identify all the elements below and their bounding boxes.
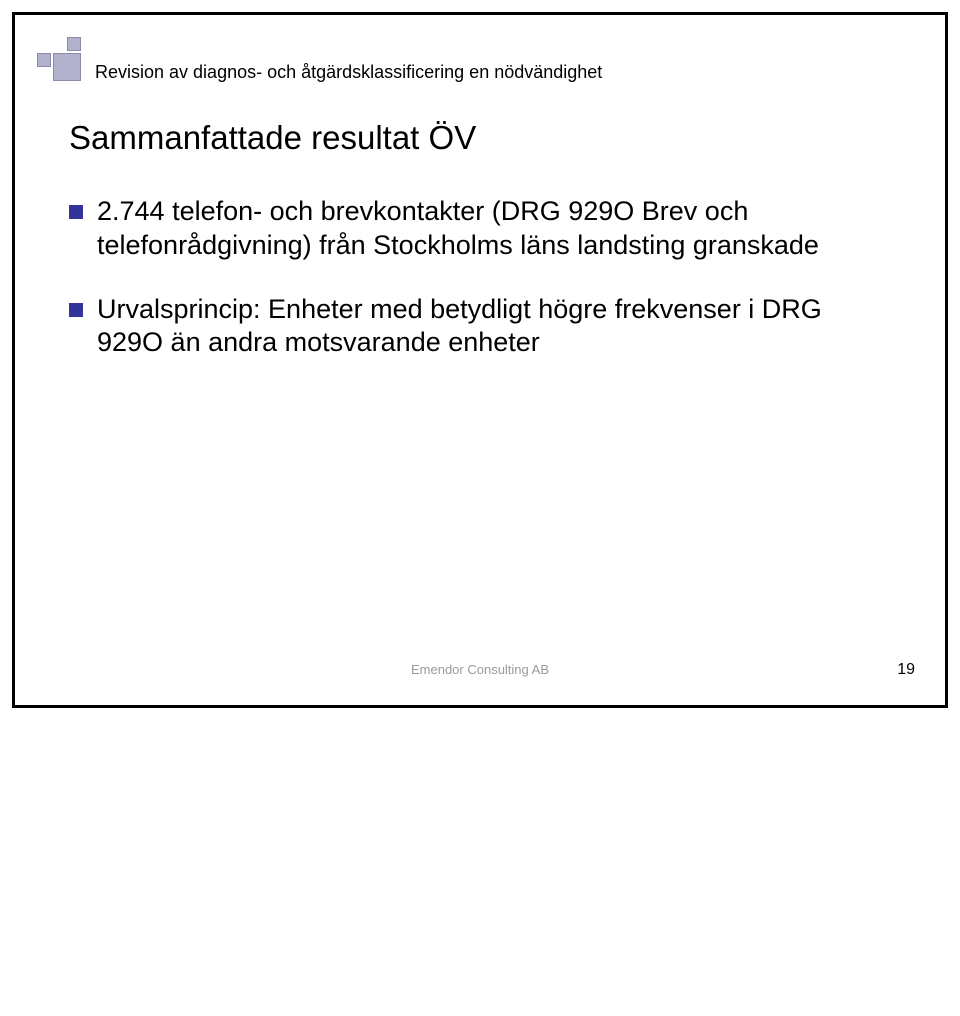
- slide: Revision av diagnos- och åtgärdsklassifi…: [0, 0, 960, 720]
- deco-square-small-1: [67, 37, 81, 51]
- deco-square-small-2: [37, 53, 51, 67]
- header-text: Revision av diagnos- och åtgärdsklassifi…: [95, 62, 915, 83]
- bullet-item: Urvalsprincip: Enheter med betydligt hög…: [69, 293, 891, 361]
- slide-title: Sammanfattade resultat ÖV: [69, 119, 476, 157]
- deco-square-large: [53, 53, 81, 81]
- bullet-text: Urvalsprincip: Enheter med betydligt hög…: [97, 293, 891, 361]
- slide-body: 2.744 telefon- och brevkontakter (DRG 92…: [69, 195, 891, 390]
- footer-text: Emendor Consulting AB: [15, 662, 945, 677]
- corner-decoration: [37, 37, 97, 97]
- bullet-item: 2.744 telefon- och brevkontakter (DRG 92…: [69, 195, 891, 263]
- bullet-icon: [69, 303, 83, 317]
- slide-frame: Revision av diagnos- och åtgärdsklassifi…: [12, 12, 948, 708]
- page-number: 19: [897, 661, 915, 679]
- bullet-text: 2.744 telefon- och brevkontakter (DRG 92…: [97, 195, 891, 263]
- bullet-icon: [69, 205, 83, 219]
